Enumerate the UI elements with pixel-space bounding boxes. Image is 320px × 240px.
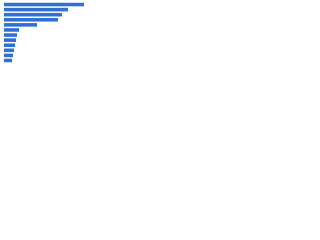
bar <box>4 2 84 7</box>
bar <box>4 53 13 58</box>
bar <box>4 23 37 27</box>
bar <box>4 43 15 47</box>
bar <box>4 48 14 53</box>
bar <box>4 58 12 63</box>
chart <box>4 2 84 63</box>
bar <box>4 28 19 32</box>
bar <box>4 7 68 12</box>
bar <box>4 18 58 22</box>
page: {"chart_data": {"type": "bar", "orientat… <box>0 0 100 71</box>
bar <box>4 12 62 17</box>
bar <box>4 33 17 37</box>
bar <box>4 38 16 42</box>
